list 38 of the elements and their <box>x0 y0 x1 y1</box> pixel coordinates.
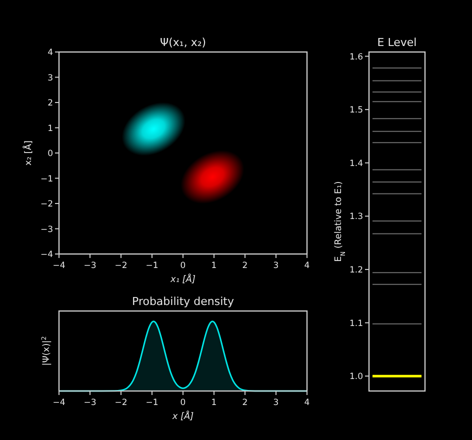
y-tick-label: 1.4 <box>349 158 363 169</box>
x-tick-label: 4 <box>304 261 310 271</box>
x-tick-label: 2 <box>242 398 248 408</box>
x-tick-label: 1 <box>211 261 217 271</box>
y-tick-label: 1.5 <box>349 106 363 116</box>
y-tick-label: −4 <box>40 250 53 260</box>
x-tick-label: 0 <box>180 261 186 271</box>
chart-title: E Level <box>377 36 417 49</box>
x-tick-label: −2 <box>114 261 128 271</box>
x-tick-label: −1 <box>146 398 158 408</box>
x-tick-label: −3 <box>84 398 96 408</box>
x-tick-label: −2 <box>114 398 128 408</box>
x-tick-label: 2 <box>242 261 248 271</box>
y-tick-label: 3 <box>48 73 53 84</box>
y-tick-label: 1.3 <box>349 212 363 222</box>
x-tick-label: 1 <box>211 398 217 408</box>
y-tick-label: −1 <box>40 174 53 184</box>
y-tick-label: 1 <box>48 124 53 134</box>
x-tick-label: −1 <box>146 261 158 271</box>
y-tick-label: 1.1 <box>349 318 363 329</box>
chart-title: Probability density <box>132 295 234 308</box>
y-tick-label: 0 <box>48 149 53 159</box>
x-tick-label: −3 <box>84 261 96 271</box>
y-tick-label: 2 <box>48 98 53 108</box>
x-axis-title: x₁ [Å] <box>170 273 196 285</box>
y-tick-label: −2 <box>40 200 53 210</box>
x-axis-title: x [Å] <box>171 410 194 422</box>
x-tick-label: 3 <box>273 398 279 408</box>
y-tick-label: 1.0 <box>349 372 363 382</box>
y-tick-label: 1.2 <box>349 265 363 276</box>
x-tick-label: 4 <box>304 398 310 408</box>
y-tick-label: 1.6 <box>349 52 363 62</box>
y-axis-title: x₂ [Å] <box>22 140 34 166</box>
y-tick-label: 4 <box>48 48 53 58</box>
x-tick-label: 3 <box>273 261 279 271</box>
x-tick-label: 0 <box>180 398 186 408</box>
y-tick-label: −3 <box>40 224 53 235</box>
chart-title: Ψ(x₁, x₂) <box>160 36 206 49</box>
